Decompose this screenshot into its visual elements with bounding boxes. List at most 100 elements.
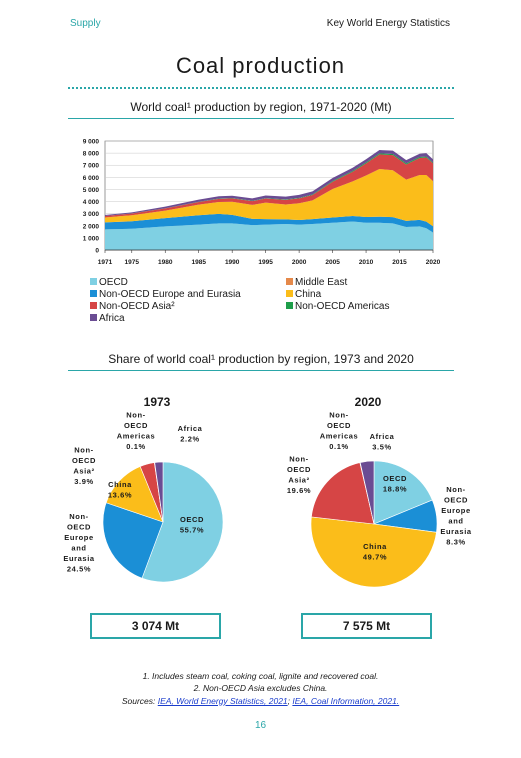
legend-label: OECD (99, 277, 128, 288)
pie-label-line: 13.6% (108, 490, 132, 499)
header-section-label: Supply (70, 18, 101, 29)
x-tick-label: 1980 (158, 259, 173, 266)
pie-label-china: China 49.7% (363, 542, 387, 562)
y-tick-label: 3 000 (83, 211, 100, 218)
pie-label-line: 55.7% (180, 525, 204, 534)
pie-label-line: OECD (67, 522, 91, 531)
legend-swatch (90, 302, 97, 309)
pie-label-line: 24.5% (67, 564, 91, 573)
sources-separator: ; (287, 696, 293, 706)
pie-label-line: Non- (289, 454, 308, 463)
page-number: 16 (254, 720, 267, 731)
pie-label-line: Non- (69, 512, 88, 521)
legend-label: Middle East (295, 277, 348, 288)
y-tick-label: 2 000 (83, 223, 100, 230)
pie-label-line: Americas (117, 431, 156, 440)
area-chart: 0 1 000 2 000 3 000 4 000 5 000 6 000 7 000 8 00… (83, 139, 441, 267)
pie-label-line: Eurasia (63, 554, 95, 563)
x-tick-label: 2005 (325, 259, 340, 266)
pie-label-china: China 13.6% (108, 480, 132, 500)
pie-slice-africa (359, 460, 375, 525)
pie-section-title: Share of world coal¹ production by regio… (108, 352, 414, 366)
pie-slice-oecd (373, 460, 433, 525)
legend-swatch (286, 290, 293, 297)
x-tick-label: 2000 (292, 259, 307, 266)
pie-label-line: Non- (126, 410, 145, 419)
pie-label-line: 0.1% (126, 442, 146, 451)
pie-slice-africa (154, 461, 164, 523)
total-2020-box: 7 575 Mt (301, 613, 432, 639)
pie-slice-non-oecd-europe-and-eurasia (102, 502, 164, 579)
pie-label-line: OECD (444, 495, 468, 504)
pie-label-line: Africa (178, 424, 203, 433)
pie-label-line: 8.3% (446, 537, 466, 546)
pie-label-line: China (108, 480, 132, 489)
area-chart-title-rule (68, 118, 454, 119)
pie-label-line: and (71, 543, 86, 552)
pie-label-line: 0.1% (329, 442, 349, 451)
y-tick-label: 4 000 (83, 199, 100, 206)
pie-label-line: Eurasia (440, 527, 472, 536)
legend-item-non-oecd-europe-eurasia: Non-OECD Europe and Eurasia (90, 289, 241, 300)
legend-label: Non-OECD Europe and Eurasia (99, 289, 241, 300)
pie-label-non-oecd-europe-and-eurasia: Non-OECD Europe and Eurasia 8.3% (440, 485, 472, 547)
x-tick-label: 2010 (359, 259, 374, 266)
pie-label-line: OECD (124, 421, 148, 430)
pie-slice-oecd (141, 461, 224, 583)
legend-swatch (286, 302, 293, 309)
legend-label: Non-OECD Asia² (99, 301, 175, 312)
pie-label-line: OECD (180, 515, 204, 524)
pie-label-line: Europe (441, 506, 470, 515)
y-tick-label: 6 000 (83, 175, 100, 182)
x-tick-label: 1995 (258, 259, 273, 266)
pie-label-line: Africa (370, 432, 395, 441)
pie-label-oecd: OECD 18.8% (383, 474, 407, 494)
pie-label-non-oecd-asia: Non- OECD Asia² 19.6% (287, 454, 311, 495)
pie-label-non-oecd-asia: Non- OECD Asia² 3.9% (72, 445, 96, 486)
pie-label-oecd: OECD 55.7% (180, 515, 204, 535)
legend-item-non-oecd-americas: Non-OECD Americas (286, 301, 389, 312)
pie-label-line: and (448, 516, 463, 525)
area-series-non-oecd-europe-and-eurasia (105, 213, 433, 233)
legend-swatch (90, 290, 97, 297)
title-dotted-divider (68, 87, 454, 89)
legend-label: China (295, 289, 322, 300)
pie-label-africa: Africa 3.5% (370, 432, 395, 452)
pie-label-line: Asia² (73, 466, 94, 475)
pie-label-line: 3.9% (74, 477, 94, 486)
pie-label-line: 2.2% (180, 434, 200, 443)
y-tick-label: 9 000 (83, 139, 100, 146)
legend-item-non-oecd-asia: Non-OECD Asia² (90, 301, 175, 312)
pie-label-non-oecd-europe-and-eurasia: Non-OECD Europe and Eurasia 24.5% (63, 512, 95, 574)
footnote-2: 2. Non-OECD Asia excludes China. (193, 683, 328, 693)
pie-section-rule (68, 370, 454, 371)
pie-label-line: 3.5% (372, 442, 392, 451)
x-tick-label: 2015 (392, 259, 407, 266)
pie-label-line: Non- (329, 410, 348, 419)
pie-title: 2020 (355, 395, 382, 409)
legend-swatch (90, 314, 97, 321)
y-tick-label: 1 000 (83, 235, 100, 242)
page-title: Coal production (175, 53, 346, 78)
y-tick-label: 0 (95, 248, 99, 255)
sources-prefix: Sources: (121, 696, 158, 706)
source-link-coal-information[interactable]: IEA, Coal Information, 2021. (292, 696, 400, 706)
x-tick-label: 1975 (125, 259, 140, 266)
x-tick-label: 1971 (98, 259, 113, 266)
x-tick-label: 2020 (426, 259, 441, 266)
area-series-non-oecd-asia (105, 154, 433, 218)
pie-title: 1973 (144, 395, 171, 409)
legend-swatch (286, 278, 293, 285)
pie-label-line: Non- (446, 485, 465, 494)
x-tick-label: 1990 (225, 259, 240, 266)
pie-label-line: China (363, 542, 387, 551)
y-tick-label: 5 000 (83, 187, 100, 194)
legend-label: Non-OECD Americas (295, 301, 390, 312)
area-series-oecd (105, 221, 433, 250)
pie-label-line: Europe (64, 533, 93, 542)
pie-label-line: OECD (72, 456, 96, 465)
source-link-world-energy-statistics[interactable]: IEA, World Energy Statistics, 2021 (157, 696, 288, 706)
pie-label-non-oecd-americas: Non- OECD Americas 0.1% (320, 410, 359, 451)
